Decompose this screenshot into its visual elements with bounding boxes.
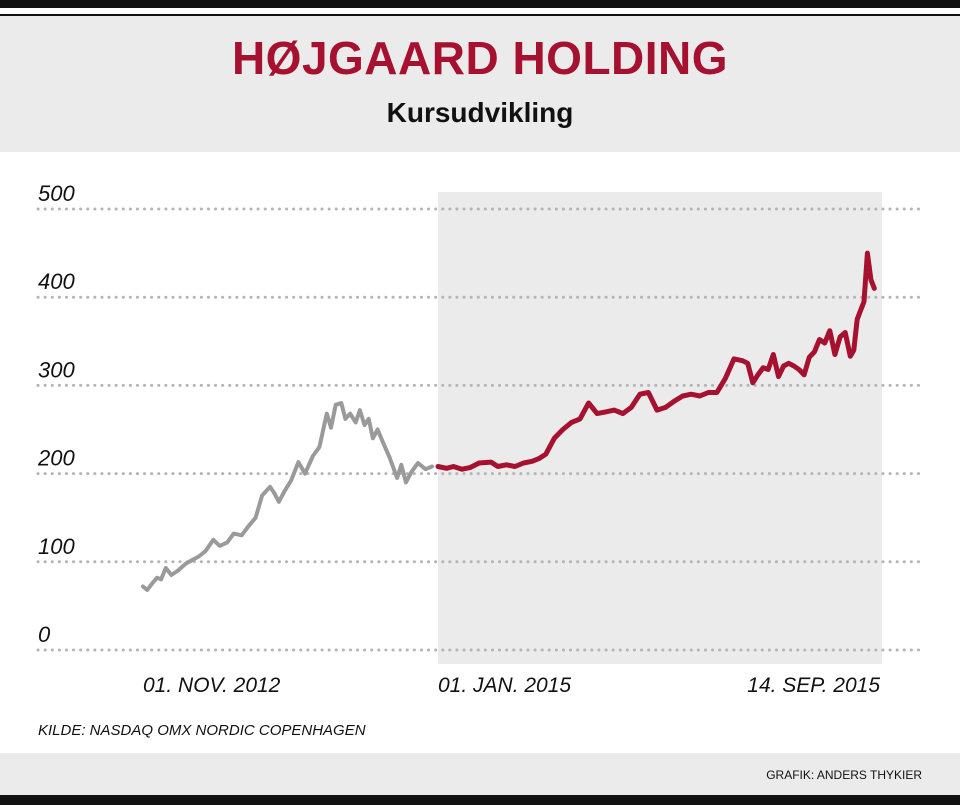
top-rule [0,14,960,16]
line-chart: 0 100 200 300 400 500 01. NOV. 2012 01. JAN. 2… [36,181,922,697]
top-border [0,0,960,8]
x-tick-label: 01. NOV. 2012 [143,674,281,697]
chart-title: HØJGAARD HOLDING [231,32,729,84]
y-tick-label: 200 [37,446,75,471]
chart-subtitle: Kursudvikling [386,97,574,128]
x-tick-label: 14. SEP. 2015 [747,674,880,697]
highlight-period-band [438,192,882,664]
header-panel [0,16,960,152]
source-note: KILDE: NASDAQ OMX NORDIC COPENHAGEN [38,722,366,739]
x-tick-label: 01. JAN. 2015 [438,674,571,697]
graphic-credit: GRAFIK: ANDERS THYKIER [766,768,922,782]
y-tick-label: 0 [38,622,51,647]
price-line-highlight [435,250,877,472]
footer-panel [0,753,960,795]
y-tick-label: 300 [38,357,75,382]
price-line-history [141,401,434,592]
y-tick-label: 500 [38,181,75,206]
y-tick-label: 100 [38,534,75,559]
y-tick-label: 400 [38,269,75,294]
bottom-border [0,795,960,805]
